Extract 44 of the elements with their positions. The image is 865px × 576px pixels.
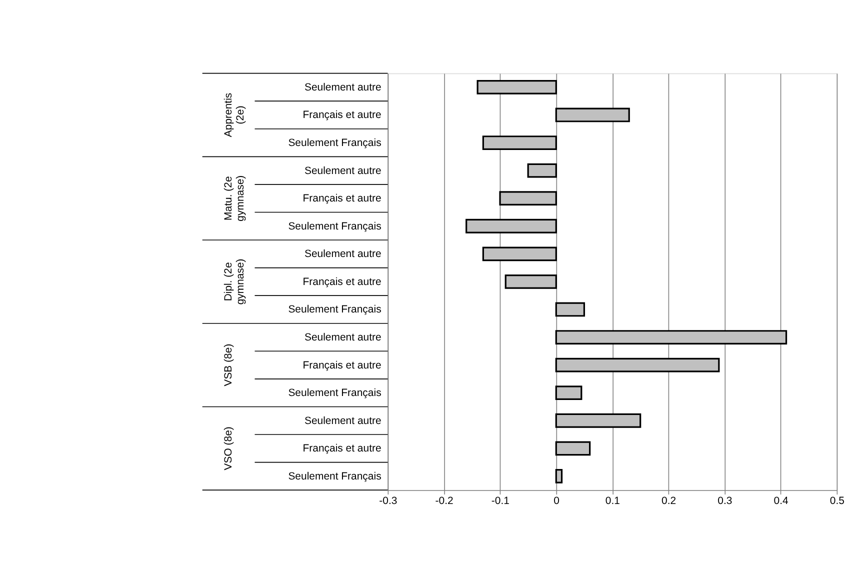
bar	[466, 218, 557, 234]
x-tick-label: 0.5	[830, 496, 845, 508]
text: Matu. (2e gymnase)	[223, 175, 246, 222]
y-tick-label: Seulement autre	[304, 82, 382, 94]
y-tick-label: Seulement Français	[288, 221, 382, 232]
bar	[555, 108, 630, 122]
bar	[482, 246, 557, 262]
bar	[527, 163, 557, 178]
x-tick-label: -0.1	[491, 496, 510, 508]
bar	[555, 302, 586, 317]
y-tick-label: Français et autre	[302, 194, 382, 205]
bar	[555, 468, 563, 484]
x-tick-label: 0.3	[718, 496, 732, 508]
bar	[482, 136, 557, 150]
x-tick-label: 0	[554, 496, 560, 508]
y-tick-label: Seulement Français	[288, 138, 382, 149]
x-tick-label: 0.4	[774, 496, 789, 508]
x-tick-label: -0.2	[435, 496, 454, 508]
text: Dipl. (2e gymnase)	[223, 258, 246, 305]
bar	[555, 441, 591, 456]
y-tick-label: Seulement autre	[304, 416, 382, 427]
y-tick-label: Seulement autre	[304, 332, 382, 344]
bar	[555, 386, 582, 400]
x-tick-label: -0.3	[379, 496, 398, 508]
y-tick-label: Seulement autre	[304, 166, 382, 177]
y-tick-label: Français et autre	[302, 110, 382, 122]
y-tick-label: Seulement Français	[288, 304, 382, 316]
text: VSO (8e)	[223, 426, 234, 470]
text: VSB (8e)	[223, 344, 234, 386]
y-tick-label: Seulement Français	[288, 471, 382, 482]
y-tick-label: Seulement autre	[304, 249, 382, 260]
x-tick-label: 0.1	[605, 496, 620, 508]
y-tick-label: Français et autre	[302, 444, 382, 455]
bar	[476, 80, 557, 94]
bar	[555, 358, 720, 372]
bar	[555, 413, 642, 428]
bar	[499, 191, 557, 206]
bar	[504, 274, 557, 289]
y-tick-label: Seulement Français	[288, 388, 382, 400]
x-tick-label: 0.2	[662, 496, 676, 508]
text: Apprentis (2e)	[223, 92, 246, 138]
bar	[555, 330, 788, 344]
y-tick-label: Français et autre	[302, 360, 382, 372]
y-tick-label: Français et autre	[302, 276, 382, 288]
